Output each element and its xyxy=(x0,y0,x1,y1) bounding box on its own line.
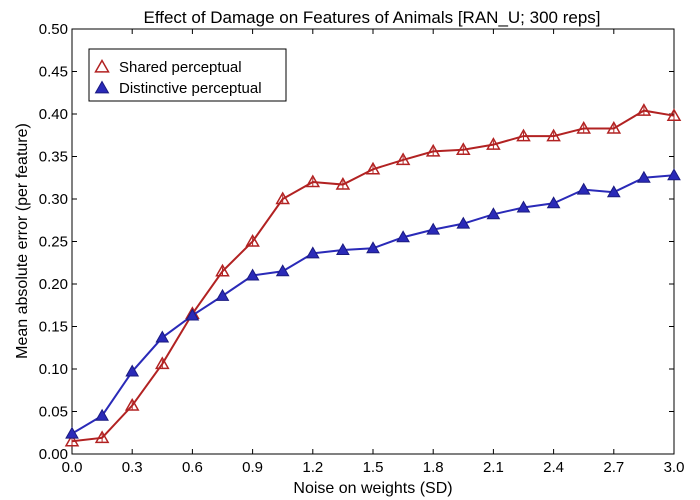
x-tick-label: 0.6 xyxy=(182,459,203,476)
axis-ticks: 0.0 0.3 0.6 0.9 1.2 1.5 1.8 2.1 2.4 2.7 3.0 0.00 0.0… xyxy=(39,21,685,476)
data-point xyxy=(125,364,140,377)
legend-label: Shared perceptual xyxy=(119,59,242,76)
data-point xyxy=(366,241,380,254)
x-tick-label: 0.9 xyxy=(242,459,263,476)
data-point xyxy=(606,185,621,198)
data-point xyxy=(245,233,260,247)
legend-label: Distinctive perceptual xyxy=(119,80,262,97)
y-tick-label: 0.10 xyxy=(39,361,68,378)
y-tick-label: 0.15 xyxy=(39,319,68,336)
data-point xyxy=(215,288,230,301)
series-line xyxy=(71,174,675,435)
y-tick-label: 0.40 xyxy=(39,106,68,123)
x-tick-label: 2.4 xyxy=(543,459,564,476)
data-point xyxy=(637,170,651,183)
data-point xyxy=(576,182,591,195)
data-point xyxy=(275,264,290,277)
data-point xyxy=(95,408,109,421)
data-point xyxy=(305,246,320,259)
data-point xyxy=(516,200,531,213)
y-tick-label: 0.20 xyxy=(39,276,68,293)
x-tick-label: 1.5 xyxy=(363,459,384,476)
series-0 xyxy=(64,103,682,447)
legend-marker xyxy=(94,58,110,73)
data-point xyxy=(395,152,411,166)
series-1 xyxy=(65,168,681,439)
data-point xyxy=(65,426,79,439)
series-layer xyxy=(64,103,682,447)
x-axis-label: Noise on weights (SD) xyxy=(293,480,452,497)
data-point xyxy=(425,143,441,157)
data-point xyxy=(516,128,531,142)
y-tick-label: 0.35 xyxy=(39,149,68,166)
y-axis-label: Mean absolute error (per feature) xyxy=(14,123,31,359)
data-point xyxy=(456,142,471,155)
data-point xyxy=(124,398,140,411)
y-tick-label: 0.05 xyxy=(39,404,68,421)
data-point xyxy=(185,308,200,321)
data-point xyxy=(396,230,410,243)
data-point xyxy=(155,356,170,370)
x-tick-label: 2.1 xyxy=(483,459,504,476)
data-point xyxy=(576,120,591,134)
y-tick-label: 0.50 xyxy=(39,21,68,38)
data-point xyxy=(245,268,260,281)
data-point xyxy=(335,177,351,190)
series-line xyxy=(71,109,675,443)
x-tick-label: 1.2 xyxy=(302,459,323,476)
x-tick-label: 0.3 xyxy=(122,459,143,476)
data-point xyxy=(64,433,80,447)
x-tick-label: 1.8 xyxy=(423,459,444,476)
data-point xyxy=(365,161,381,175)
chart-title: Effect of Damage on Features of Animals … xyxy=(143,8,600,27)
x-tick-label: 2.7 xyxy=(603,459,624,476)
data-point xyxy=(426,222,441,235)
data-point xyxy=(215,263,230,277)
data-point xyxy=(486,137,501,150)
data-point xyxy=(305,174,321,188)
y-tick-label: 0.30 xyxy=(39,191,68,208)
data-point xyxy=(546,196,561,209)
data-point xyxy=(546,128,561,142)
x-tick-label: 3.0 xyxy=(664,459,685,476)
data-point xyxy=(456,216,471,229)
data-point xyxy=(666,108,682,121)
data-point xyxy=(667,168,681,181)
data-point xyxy=(606,120,622,134)
data-point xyxy=(336,242,350,255)
data-point xyxy=(636,103,652,116)
y-tick-label: 0.45 xyxy=(39,64,68,81)
legend-box xyxy=(88,48,287,102)
data-point xyxy=(155,330,170,343)
data-point xyxy=(275,191,290,205)
y-tick-label: 0.25 xyxy=(39,234,68,251)
x-tick-label: 0.0 xyxy=(62,459,83,476)
legend-marker xyxy=(94,80,110,94)
y-tick-label: 0.00 xyxy=(39,446,68,463)
data-point xyxy=(486,207,501,220)
data-point xyxy=(94,430,110,444)
legend: Shared perceptual Distinctive perceptual xyxy=(88,48,287,102)
